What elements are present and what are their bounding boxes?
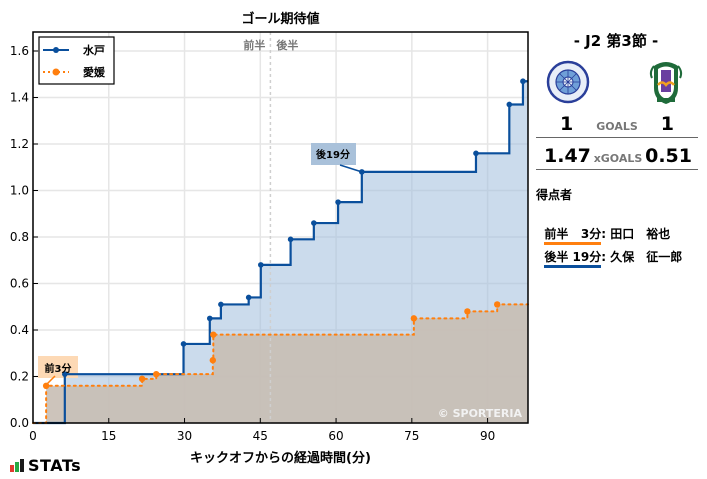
annotation-leader bbox=[45, 375, 56, 386]
home-goals: 1 bbox=[560, 113, 574, 135]
goals-row: 1 GOALS 1 bbox=[536, 113, 698, 138]
annotation-first: 前3分 bbox=[45, 362, 72, 375]
scorer-row-1: 前半 3分: 田口 裕也 bbox=[536, 211, 670, 245]
series-fill bbox=[33, 304, 528, 423]
brand-name: STATs bbox=[28, 456, 82, 475]
away-goals: 1 bbox=[660, 113, 674, 135]
annotation-box-first bbox=[38, 356, 78, 378]
data-point bbox=[311, 220, 317, 226]
data-point bbox=[218, 301, 224, 308]
plot-frame bbox=[32, 31, 529, 424]
scorer-sep: : bbox=[601, 250, 611, 264]
x-tick-label: 90 bbox=[480, 429, 495, 443]
scorer-row-2: 後半 19分: 久保 征一郎 bbox=[536, 234, 682, 268]
y-tick-label: 1.4 bbox=[10, 91, 29, 105]
x-tick-label: 15 bbox=[101, 429, 116, 443]
data-point bbox=[493, 301, 501, 308]
series-line bbox=[33, 80, 528, 425]
data-point bbox=[506, 101, 513, 108]
x-tick-label: 30 bbox=[177, 429, 192, 443]
data-point bbox=[138, 375, 146, 383]
data-point bbox=[153, 370, 160, 378]
data-point bbox=[258, 262, 264, 268]
data-point bbox=[473, 150, 479, 157]
y-tick-label: 1.0 bbox=[10, 184, 29, 198]
away-xgoals: 0.51 bbox=[645, 145, 692, 167]
x-axis-label: キックオフからの経過時間(分) bbox=[190, 451, 371, 466]
data-point bbox=[520, 78, 526, 85]
home-xgoals: 1.47 bbox=[544, 145, 591, 167]
chart-title: ゴール期待値 bbox=[241, 12, 320, 27]
y-tick-label: 1.2 bbox=[10, 137, 29, 151]
home-team-crest bbox=[546, 60, 590, 104]
stats-logo: STATs bbox=[10, 456, 81, 475]
y-tick-label: 0.4 bbox=[10, 323, 29, 337]
scorers-title: 得点者 bbox=[536, 188, 573, 202]
match-title: - J2 第3節 - bbox=[573, 32, 659, 50]
legend-box bbox=[38, 36, 115, 85]
data-point bbox=[210, 331, 217, 338]
legend-marker-mito bbox=[53, 47, 59, 53]
legend-marker-ehime bbox=[52, 68, 60, 76]
scorer-sep: : bbox=[601, 227, 611, 241]
data-point bbox=[410, 315, 418, 322]
bar-chart-icon bbox=[10, 459, 24, 472]
half-first-label: 前半 bbox=[243, 38, 265, 52]
xgoals-row: 1.47 xGOALS 0.51 bbox=[536, 145, 698, 170]
x-tick-label: 0 bbox=[29, 429, 37, 443]
annotation-second: 後19分 bbox=[316, 148, 350, 161]
legend-label-ehime: 愛媛 bbox=[83, 65, 106, 79]
data-point bbox=[335, 199, 341, 205]
scorer-name: 田口 裕也 bbox=[610, 227, 671, 241]
away-team-crest bbox=[646, 58, 686, 108]
data-point bbox=[62, 371, 68, 377]
scorer-time: 後半 19分 bbox=[544, 248, 602, 268]
half-second-label: 後半 bbox=[276, 38, 298, 52]
goals-label: GOALS bbox=[596, 120, 638, 133]
y-tick-label: 0.2 bbox=[10, 370, 29, 384]
data-point bbox=[287, 236, 294, 243]
scorer-time: 前半 3分 bbox=[544, 225, 602, 245]
y-tick-label: 1.6 bbox=[10, 44, 29, 58]
y-tick-label: 0.0 bbox=[10, 416, 29, 430]
xgoals-label: xGOALS bbox=[593, 152, 643, 165]
data-point bbox=[209, 357, 217, 364]
watermark: © SPORTERIA bbox=[438, 407, 523, 420]
data-point bbox=[180, 341, 187, 347]
legend-label-mito: 水戸 bbox=[83, 43, 105, 57]
data-point bbox=[464, 308, 471, 315]
x-tick-label: 75 bbox=[404, 429, 419, 443]
x-tick-label: 45 bbox=[253, 429, 268, 443]
y-tick-label: 0.8 bbox=[10, 230, 29, 244]
x-tick-label: 60 bbox=[328, 429, 343, 443]
annotation-leader bbox=[339, 164, 363, 173]
data-point bbox=[245, 294, 252, 301]
annotation-box-second bbox=[311, 143, 356, 165]
scorer-name: 久保 征一郎 bbox=[610, 250, 683, 264]
data-point bbox=[206, 315, 213, 322]
y-tick-label: 0.6 bbox=[10, 277, 29, 291]
